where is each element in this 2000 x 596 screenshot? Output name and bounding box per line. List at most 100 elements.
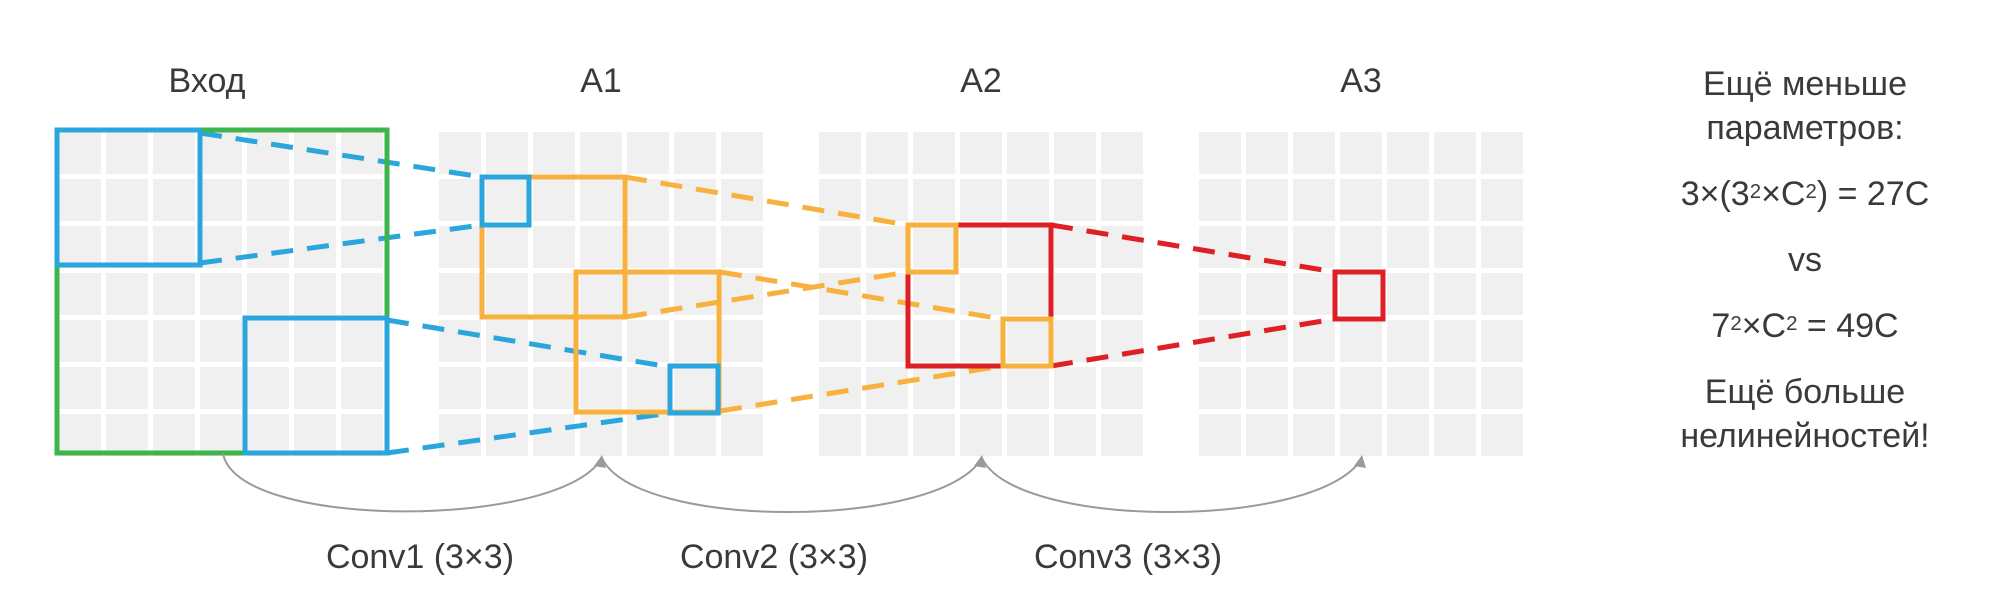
formula-three-layers: 3×(32×C2) = 27C — [1680, 175, 1930, 213]
grid-cell — [1434, 226, 1476, 268]
grid-cell — [153, 226, 195, 268]
grid-cell — [341, 414, 383, 456]
grid-cell — [1101, 320, 1143, 362]
grid-cell — [533, 179, 575, 221]
grid-cell — [1293, 226, 1335, 268]
grid-cell — [106, 226, 148, 268]
grid-cell — [106, 414, 148, 456]
grid-cell — [580, 179, 622, 221]
receptive-field-boxes — [54, 127, 1386, 456]
grid-cell — [106, 367, 148, 409]
grid-cell — [59, 179, 101, 221]
grid-cell — [1199, 414, 1241, 456]
grid-cell — [721, 320, 763, 362]
grid-cell — [1101, 367, 1143, 409]
grid-cell — [486, 226, 528, 268]
grid-cell — [674, 320, 716, 362]
grid-cell — [1246, 273, 1288, 315]
grid-cell — [580, 226, 622, 268]
grid-cell — [1293, 132, 1335, 174]
grid-cell — [439, 179, 481, 221]
grid-cell — [1387, 273, 1429, 315]
input-blue-box-1 — [54, 127, 203, 268]
grid-cell — [819, 226, 861, 268]
grid-cell — [960, 132, 1002, 174]
grid-cell — [153, 367, 195, 409]
grid-cell — [1246, 414, 1288, 456]
grid-cell — [1054, 179, 1096, 221]
grid-cell — [913, 226, 955, 268]
a2-orange-cell-1 — [905, 222, 959, 275]
grid-cell — [533, 320, 575, 362]
a1-orange-box-2 — [573, 269, 722, 415]
grid-cell — [1481, 179, 1523, 221]
grid-cell — [247, 320, 289, 362]
grid-cell — [960, 273, 1002, 315]
grid-cell — [960, 414, 1002, 456]
grid-cell — [627, 179, 669, 221]
grid-cell — [627, 273, 669, 315]
grid-cell — [1293, 367, 1335, 409]
grid-cell — [59, 320, 101, 362]
grid-cell — [200, 273, 242, 315]
side-line-1: Ещё меньше — [1703, 65, 1907, 103]
dash-blue-2 — [199, 222, 483, 266]
grid-cell — [153, 414, 195, 456]
grid-cell — [960, 179, 1002, 221]
grid-cell — [674, 367, 716, 409]
grid-cell — [721, 414, 763, 456]
connector-lines — [199, 130, 1336, 456]
grid-cell — [1199, 179, 1241, 221]
grid-cell — [1054, 320, 1096, 362]
a1-grid — [439, 132, 763, 456]
grid-cell — [341, 367, 383, 409]
grid-cell — [200, 367, 242, 409]
grid-cell — [1293, 273, 1335, 315]
grid-cell — [1387, 414, 1429, 456]
grid-cell — [294, 320, 336, 362]
arrowhead-conv2 — [974, 455, 986, 468]
a1-blue-cell-1 — [479, 174, 532, 228]
grid-cell — [1054, 367, 1096, 409]
dash-blue-1 — [199, 130, 483, 180]
arrow-conv3 — [981, 457, 1363, 513]
grid-cell — [247, 367, 289, 409]
a3-grid — [1199, 132, 1523, 456]
grid-cell — [59, 414, 101, 456]
grid-cell — [1101, 414, 1143, 456]
grid-cell — [1007, 414, 1049, 456]
a3-label: A3 — [1340, 62, 1382, 100]
grid-cell — [59, 273, 101, 315]
grid-cell — [1481, 320, 1523, 362]
grid-cell — [674, 226, 716, 268]
grid-cell — [1007, 132, 1049, 174]
grid-cell — [486, 273, 528, 315]
grid-cell — [200, 320, 242, 362]
grid-cell — [866, 179, 908, 221]
grid-cell — [1246, 179, 1288, 221]
grid-cell — [1007, 179, 1049, 221]
grid-cell — [294, 414, 336, 456]
grid-cell — [341, 273, 383, 315]
grid-cell — [486, 367, 528, 409]
grid-cell — [1293, 320, 1335, 362]
grid-cell — [1199, 226, 1241, 268]
grid-cell — [153, 273, 195, 315]
grid-cell — [1340, 367, 1382, 409]
grid-cell — [1481, 226, 1523, 268]
dash-orange-4 — [719, 363, 1003, 414]
grid-cell — [1434, 132, 1476, 174]
grid-cell — [1434, 320, 1476, 362]
grid-cell — [1007, 367, 1049, 409]
grid-cell — [533, 226, 575, 268]
grid-cell — [866, 273, 908, 315]
grid-cell — [960, 367, 1002, 409]
grid-cell — [627, 414, 669, 456]
side-notes: Ещё меньше параметров: 3×(32×C2) = 27C v… — [1620, 62, 1990, 458]
grid-cell — [1007, 273, 1049, 315]
a1-blue-cell-2 — [667, 363, 721, 416]
dash-red-2 — [1050, 316, 1336, 369]
grid-cell — [1101, 273, 1143, 315]
grid-cell — [1054, 273, 1096, 315]
